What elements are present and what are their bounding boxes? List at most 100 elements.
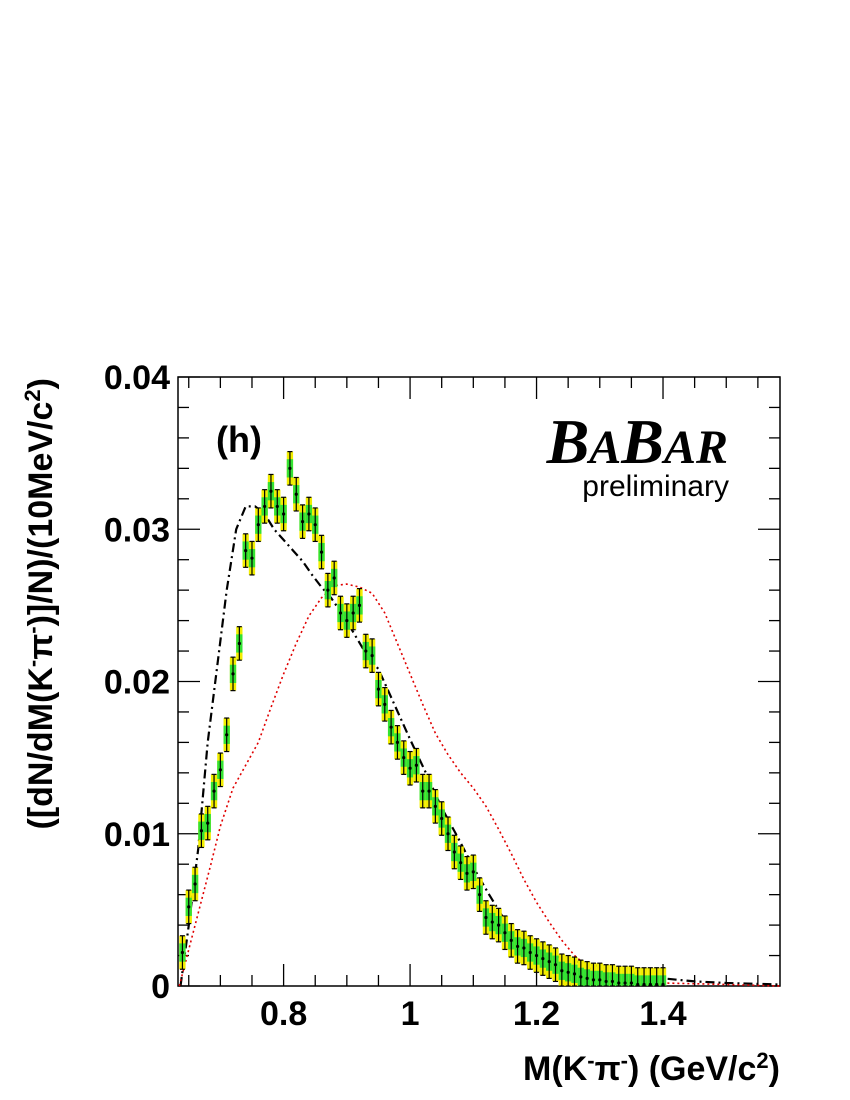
preliminary-label: preliminary (582, 470, 729, 503)
data-marker (522, 946, 526, 950)
data-point (375, 671, 382, 707)
data-point (444, 816, 452, 852)
data-point (261, 489, 268, 524)
data-points (179, 451, 667, 987)
data-marker (414, 763, 418, 767)
data-point (495, 907, 502, 943)
data-point (565, 954, 572, 987)
data-point (343, 603, 350, 638)
data-point (331, 560, 338, 596)
data-marker (484, 915, 488, 920)
data-marker (497, 923, 501, 927)
data-point (305, 496, 313, 532)
axis-ticks (178, 376, 780, 987)
x-tick-label: 0.8 (260, 995, 307, 1033)
data-point (463, 855, 471, 891)
data-point (520, 930, 528, 966)
data-marker (269, 489, 273, 493)
data-marker (566, 970, 570, 974)
panel-label: (h) (216, 419, 262, 460)
data-point (552, 947, 559, 983)
data-marker (199, 829, 203, 833)
y-axis-label: ([dN/dM(K-π-)]/N)/(10MeV/c2) (20, 378, 61, 829)
data-marker (617, 981, 621, 985)
data-point (394, 725, 401, 760)
data-marker (509, 938, 513, 942)
data-point (602, 964, 610, 987)
data-point (337, 595, 344, 631)
y-tick-label: 0 (151, 968, 170, 1006)
data-marker (553, 963, 558, 967)
data-point (596, 962, 603, 987)
data-point (457, 845, 464, 881)
data-point (583, 961, 591, 987)
data-marker (655, 982, 659, 987)
data-point (223, 717, 230, 753)
data-point (179, 935, 186, 970)
data-point (539, 941, 547, 976)
data-point (368, 638, 376, 673)
data-marker (547, 960, 551, 964)
data-marker (332, 576, 336, 580)
data-marker (604, 979, 608, 984)
dash-dot-black-curve (179, 505, 781, 987)
data-point (356, 588, 363, 623)
data-point (324, 572, 332, 608)
data-marker (446, 832, 450, 836)
data-marker (376, 687, 381, 691)
data-marker (338, 611, 343, 615)
data-marker (478, 893, 482, 897)
data-point (229, 656, 237, 692)
data-point (312, 507, 319, 543)
data-point (501, 915, 509, 951)
data-point (577, 959, 584, 987)
data-point (476, 877, 483, 912)
data-point (210, 773, 218, 809)
data-marker (661, 982, 665, 987)
data-marker (560, 969, 564, 973)
data-marker (288, 466, 292, 470)
data-marker (300, 520, 305, 524)
data-marker (351, 611, 355, 615)
data-point (280, 496, 287, 532)
data-marker (345, 619, 349, 623)
data-point (236, 626, 243, 661)
data-marker (408, 766, 412, 770)
data-marker (263, 504, 267, 509)
data-point (489, 904, 496, 940)
x-tick-label: 1.2 (513, 995, 560, 1033)
data-point (640, 967, 648, 987)
data-marker (218, 768, 222, 772)
data-point (470, 854, 477, 890)
data-marker (326, 588, 330, 592)
data-marker (193, 882, 197, 886)
data-marker (610, 979, 615, 984)
data-marker (572, 972, 577, 976)
logo-text: BABAR (546, 406, 728, 477)
data-point (400, 740, 407, 775)
data-marker (231, 672, 235, 676)
data-point (653, 967, 660, 987)
data-point (615, 965, 622, 987)
data-marker (244, 548, 248, 553)
y-tick-label: 0.03 (104, 511, 170, 549)
data-point (191, 866, 199, 902)
data-marker (282, 512, 286, 516)
y-tick-labels: 0 0.01 0.02 0.03 0.04 (104, 359, 170, 1006)
data-marker (585, 976, 589, 980)
y-tick-label: 0.04 (104, 359, 170, 397)
data-point (634, 967, 641, 987)
data-marker (357, 603, 362, 607)
data-marker (440, 816, 444, 821)
data-marker (541, 956, 545, 961)
data-point (293, 476, 300, 512)
data-point (419, 773, 426, 809)
data-marker (433, 804, 437, 808)
y-tick-label: 0.01 (104, 816, 170, 854)
data-marker (395, 740, 400, 745)
data-point (527, 935, 534, 970)
data-marker (402, 756, 406, 760)
data-point (350, 595, 357, 631)
data-marker (648, 982, 652, 987)
